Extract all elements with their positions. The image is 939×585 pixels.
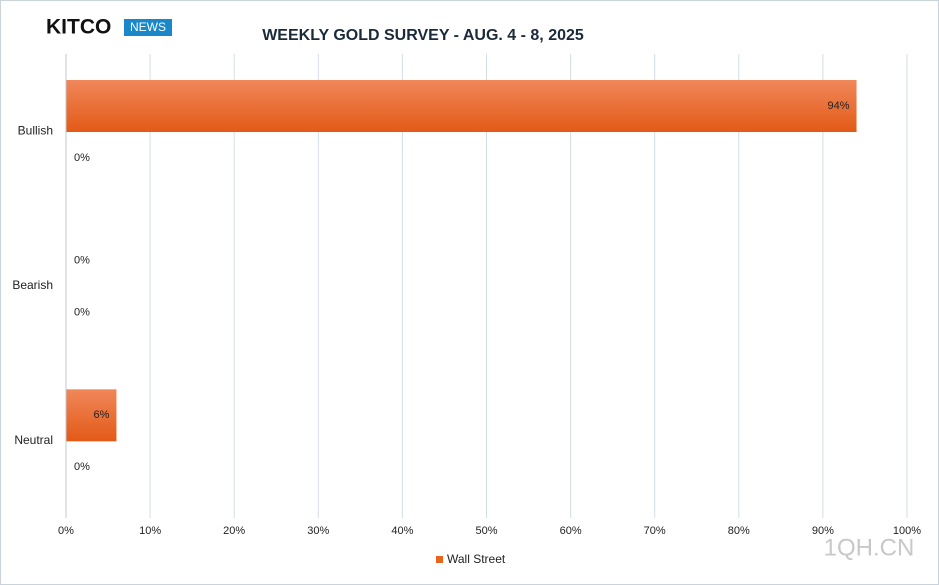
x-tick-label: 40% <box>391 525 413 537</box>
data-label: 0% <box>74 307 90 319</box>
x-tick-label: 30% <box>307 525 329 537</box>
data-label: 0% <box>74 152 90 164</box>
x-tick-label: 10% <box>139 525 161 537</box>
x-tick-label: 80% <box>728 525 750 537</box>
logo: KITCO <box>46 16 111 39</box>
legend-swatch <box>436 556 443 563</box>
y-tick-label: Bullish <box>18 124 53 138</box>
x-tick-label: 50% <box>475 525 497 537</box>
x-tick-label: 60% <box>560 525 582 537</box>
x-tick-label: 70% <box>644 525 666 537</box>
y-tick-label: Neutral <box>14 433 53 447</box>
x-tick-label: 90% <box>812 525 834 537</box>
data-label: 0% <box>74 255 90 267</box>
legend-label: Wall Street <box>447 552 506 566</box>
chart-title: WEEKLY GOLD SURVEY - AUG. 4 - 8, 2025 <box>262 27 584 44</box>
y-tick-label: Bearish <box>12 278 53 292</box>
logo-tag-bg <box>124 19 172 36</box>
data-label: 0% <box>74 461 90 473</box>
bar <box>66 389 117 442</box>
logo-tag: NEWS <box>130 20 166 34</box>
x-tick-label: 20% <box>223 525 245 537</box>
watermark: 1QH.CN <box>824 534 915 561</box>
data-label: 6% <box>94 409 110 421</box>
x-tick-label: 100% <box>893 525 921 537</box>
bar <box>66 80 857 132</box>
x-tick-label: 0% <box>58 525 74 537</box>
data-label: 94% <box>828 100 850 112</box>
